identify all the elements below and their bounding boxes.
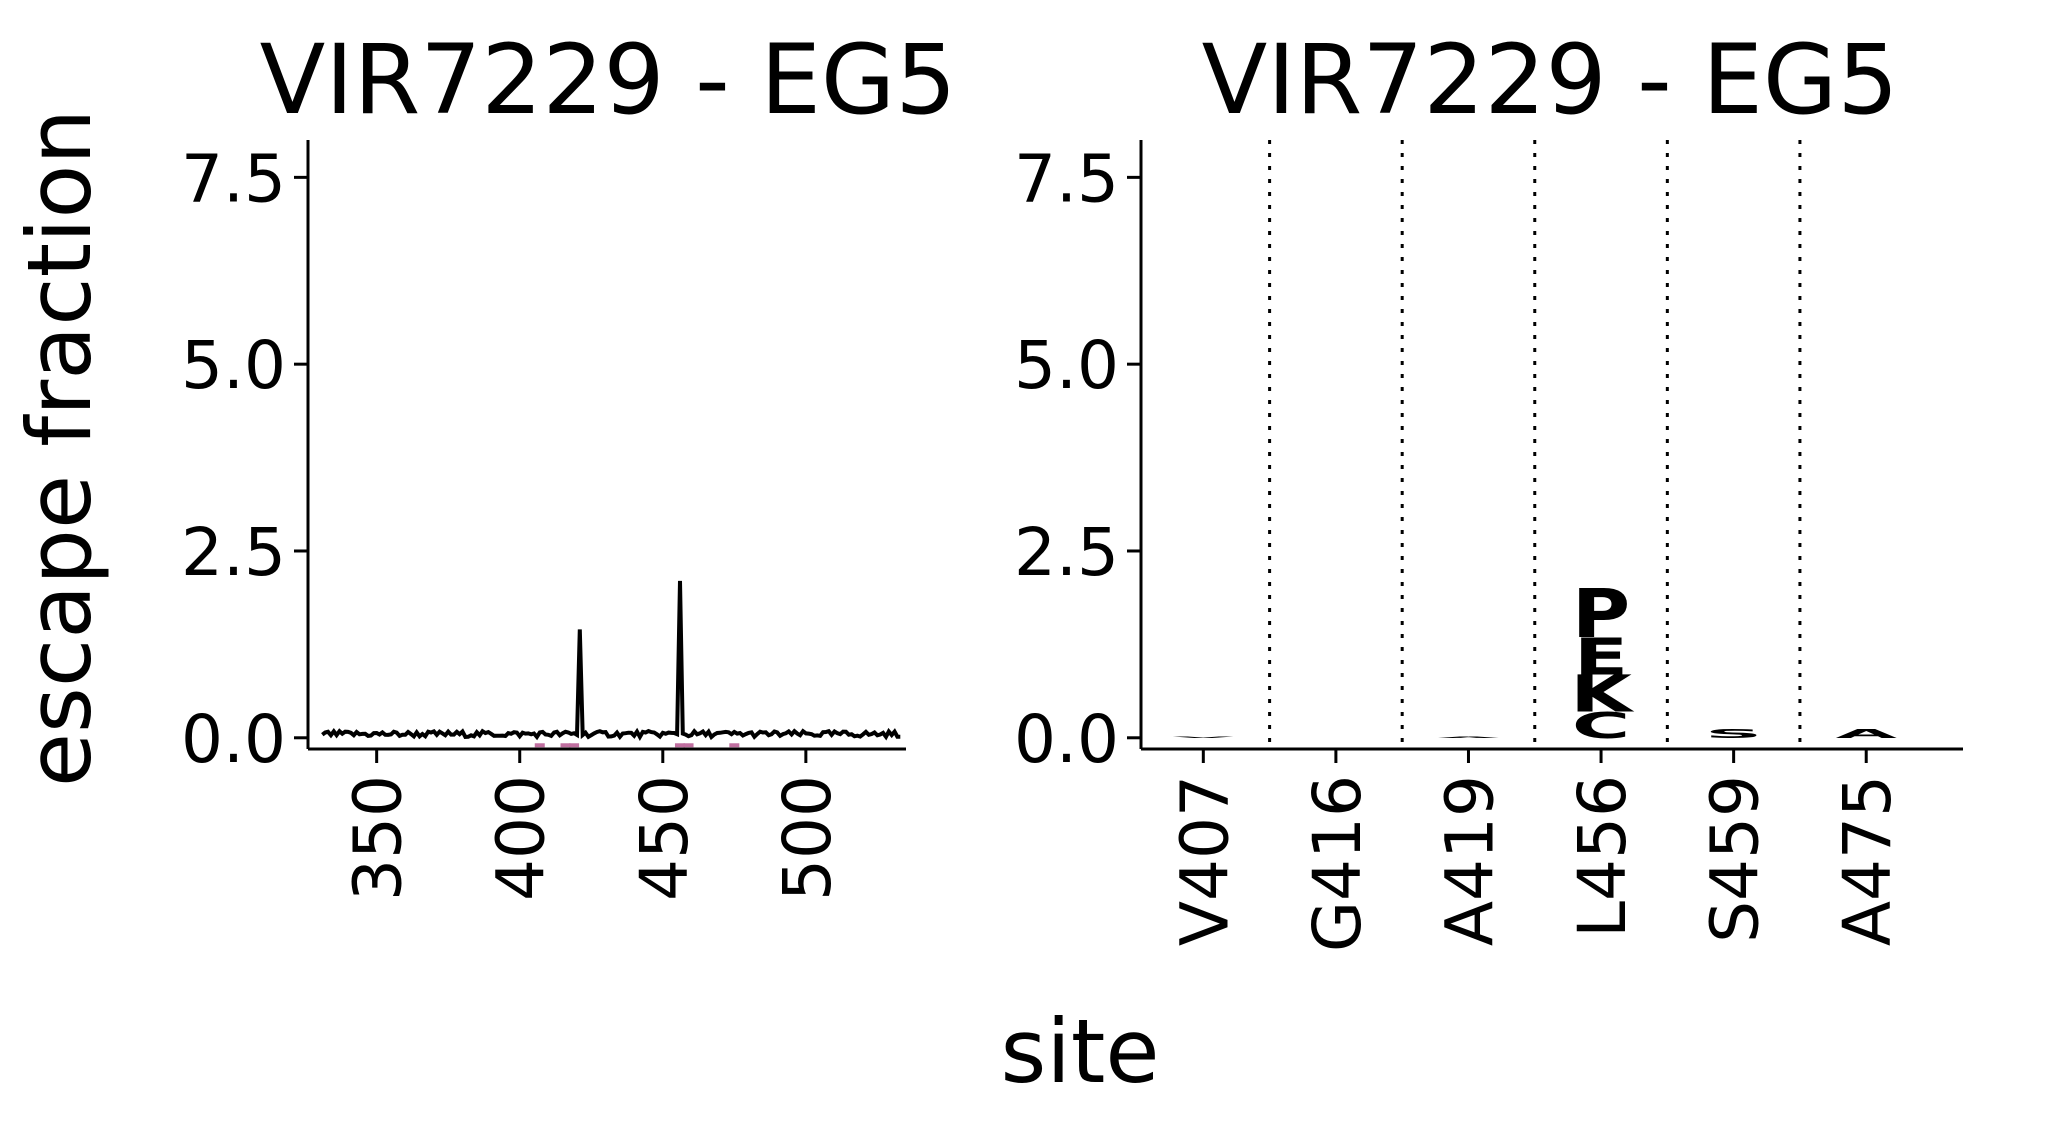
left-plot-marks: [321, 580, 901, 748]
left-y-ticks: 0.0 2.5 5.0 7.5: [181, 140, 308, 778]
left-x-ticks: 350 400 450 500: [340, 749, 846, 901]
x-tick-label: 450: [626, 775, 703, 901]
x-tick-label: 400: [483, 775, 560, 901]
svg-text:V: V: [1173, 736, 1235, 738]
logo-letter-C: C: [1572, 705, 1630, 747]
y-tick-label: 2.5: [181, 514, 286, 591]
logo-panel: VIR7229 - EG5 0.0 2.5 5.0 7.5 V407 G416 A419 L…: [1014, 24, 1963, 952]
y-tick-label: 7.5: [181, 140, 286, 217]
right-y-ticks: 0.0 2.5 5.0 7.5: [1014, 140, 1141, 778]
x-tick-label: L456: [1564, 775, 1641, 938]
y-tick-label: 2.5: [1014, 514, 1119, 591]
x-tick-label: 350: [340, 775, 417, 901]
svg-text:A: A: [1835, 727, 1897, 741]
left-panel-title: VIR7229 - EG5: [260, 24, 957, 136]
y-axis-label: escape fraction: [8, 109, 111, 787]
svg-text:E: E: [1574, 627, 1628, 687]
x-tick-label: V407: [1166, 775, 1243, 946]
logo-letter-E: E: [1574, 627, 1628, 687]
right-site-separators: [1268, 140, 1802, 749]
site-line-panel: VIR7229 - EG5 0.0 2.5 5.0 7.5 350 400 450 500: [181, 24, 956, 901]
right-x-ticks: V407 G416 A419 L456 S459 A475: [1166, 749, 1906, 952]
svg-text:S: S: [1705, 727, 1762, 741]
x-tick-label: A419: [1431, 775, 1508, 946]
y-tick-label: 7.5: [1014, 140, 1119, 217]
logo-letter-S: S: [1705, 727, 1762, 741]
x-tick-label: G416: [1299, 775, 1376, 952]
x-axis-label: site: [1001, 1000, 1160, 1103]
escape-line: [321, 580, 901, 741]
y-tick-label: 5.0: [1014, 327, 1119, 404]
svg-text:P: P: [1572, 576, 1630, 653]
y-tick-label: 0.0: [1014, 701, 1119, 778]
y-tick-label: 0.0: [181, 701, 286, 778]
right-panel-title: VIR7229 - EG5: [1202, 24, 1899, 136]
logo-letter-K: K: [1570, 664, 1634, 724]
logo-letter-V: V: [1173, 736, 1235, 738]
svg-text:A: A: [1438, 736, 1500, 738]
logo-letter-A: A: [1835, 727, 1897, 741]
logo-letter-P: P: [1572, 576, 1630, 653]
x-tick-label: A475: [1829, 775, 1906, 946]
x-tick-label: 500: [769, 775, 846, 901]
x-tick-label: S459: [1697, 775, 1774, 943]
svg-text:C: C: [1572, 705, 1630, 747]
y-tick-label: 5.0: [181, 327, 286, 404]
svg-text:K: K: [1570, 664, 1634, 724]
logo-letter-A: A: [1438, 736, 1500, 738]
